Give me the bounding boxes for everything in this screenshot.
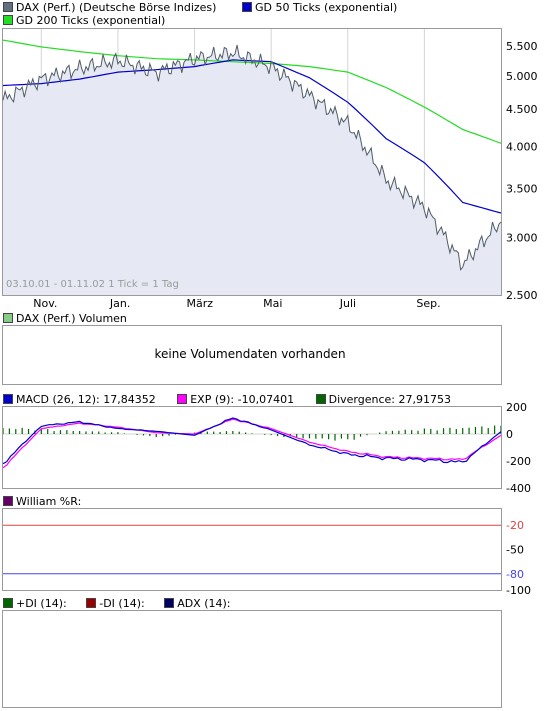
william-legend: William %R: xyxy=(3,495,81,508)
price-xtick-1: Jan. xyxy=(109,297,130,310)
legend-gd50: GD 50 Ticks (exponential) xyxy=(254,1,398,14)
adx-panel xyxy=(2,610,502,708)
price-legend-row-1: DAX (Perf.) (Deutsche Börse Indizes) GD … xyxy=(3,1,397,14)
adx-legend: +DI (14): -DI (14): ADX (14): xyxy=(3,597,231,610)
price-ytick-5.500: 5.500 xyxy=(506,40,538,53)
price-panel xyxy=(2,28,502,296)
volume-panel xyxy=(2,325,502,385)
macd-legend: MACD (26, 12): 17,84352 EXP (9): -10,074… xyxy=(3,393,451,406)
legend-william: William %R: xyxy=(16,495,82,508)
dax-area xyxy=(3,45,501,295)
divergence-swatch-icon xyxy=(315,394,326,404)
dax-swatch-icon xyxy=(3,2,13,12)
william-ytick--50: -50 xyxy=(506,544,524,557)
minus-di-swatch-icon xyxy=(86,598,97,608)
legend-plus-di: +DI (14): xyxy=(16,597,67,610)
plus-di-swatch-icon xyxy=(3,598,13,608)
legend-minus-di: -DI (14): xyxy=(99,597,145,610)
macd-ytick-200: 200 xyxy=(506,401,527,414)
macd-series-line xyxy=(2,417,502,465)
dax-series-line xyxy=(2,44,502,271)
volume-legend: DAX (Perf.) Volumen xyxy=(3,312,127,325)
price-ytick-3.500: 3.500 xyxy=(506,183,538,196)
price-ytick-5.000: 5.000 xyxy=(506,70,538,83)
macd-ytick--400: -400 xyxy=(506,482,531,495)
macd-panel xyxy=(2,406,502,489)
price-xtick-3: Mai xyxy=(263,297,282,310)
william-panel xyxy=(2,508,502,591)
gd50-swatch-icon xyxy=(241,2,252,12)
william-ytick--20: -20 xyxy=(506,519,524,532)
gd200-swatch-icon xyxy=(3,15,13,25)
legend-exp: EXP (9): -10,07401 xyxy=(190,393,295,406)
william-ytick--100: -100 xyxy=(506,584,531,597)
legend-adx: ADX (14): xyxy=(177,597,231,610)
price-legend-row-2: GD 200 Ticks (exponential) xyxy=(3,14,165,27)
price-xtick-4: Juli xyxy=(339,297,356,310)
macd-ytick--200: -200 xyxy=(506,455,531,468)
macd-swatch-icon xyxy=(3,394,13,404)
price-xtick-0: Nov. xyxy=(33,297,57,310)
legend-macd: MACD (26, 12): 17,84352 xyxy=(16,393,156,406)
price-ytick-4.000: 4.000 xyxy=(506,140,538,153)
legend-volume: DAX (Perf.) Volumen xyxy=(16,312,127,325)
price-ytick-2.500: 2.500 xyxy=(506,289,538,302)
macd-ytick-0: 0 xyxy=(506,428,513,441)
legend-dax: DAX (Perf.) (Deutsche Börse Indizes) xyxy=(16,1,217,14)
legend-gd200: GD 200 Ticks (exponential) xyxy=(16,14,166,27)
william-swatch-icon xyxy=(3,496,13,506)
date-range-note: 03.10.01 - 01.11.02 1 Tick = 1 Tag xyxy=(6,279,179,290)
william-ytick--80: -80 xyxy=(506,568,524,581)
price-ytick-4.500: 4.500 xyxy=(506,103,538,116)
price-ytick-3.000: 3.000 xyxy=(506,231,538,244)
volume-swatch-icon xyxy=(3,313,13,323)
legend-divergence: Divergence: 27,91753 xyxy=(328,393,451,406)
volume-message: keine Volumendaten vorhanden xyxy=(154,347,346,361)
gd50-series-line xyxy=(2,59,502,214)
adx-swatch-icon xyxy=(164,598,175,608)
price-xtick-2: März xyxy=(187,297,214,310)
exp-swatch-icon xyxy=(177,394,188,404)
price-xtick-5: Sep. xyxy=(416,297,440,310)
